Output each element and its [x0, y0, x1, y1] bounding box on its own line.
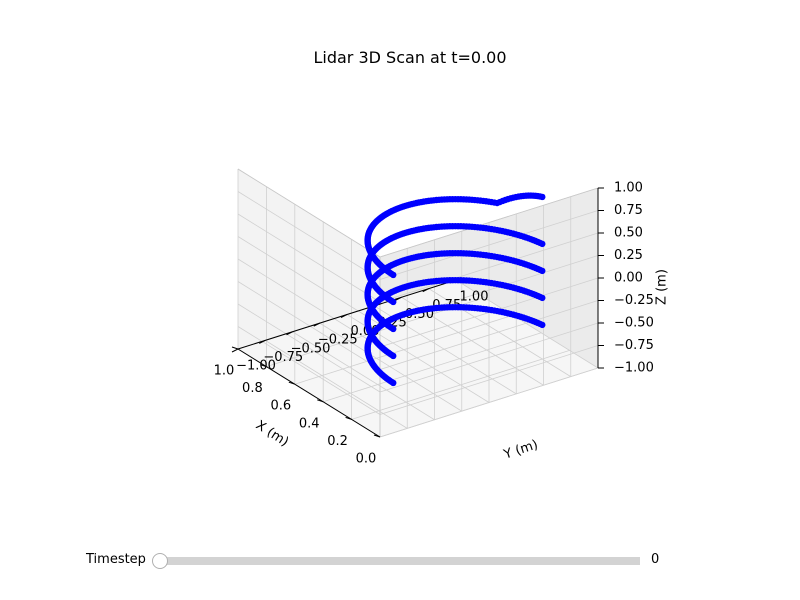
- z-tick-label: 0.25: [614, 248, 643, 263]
- timestep-slider-track[interactable]: [160, 557, 640, 565]
- x-tick-label: 0.0: [356, 452, 377, 467]
- y-tick-label: −0.25: [318, 333, 358, 348]
- y-axis-label: Y (m): [501, 437, 540, 462]
- x-tick: [317, 399, 324, 403]
- z-gridline-left-pane: [237, 213, 381, 303]
- y-tick-label: −0.75: [263, 350, 303, 365]
- scan-point: [390, 298, 397, 306]
- y-tick: [286, 331, 293, 336]
- x-tick-label: 0.4: [299, 416, 320, 431]
- y-tick: [313, 322, 320, 327]
- z-gridline-left-pane: [237, 191, 381, 280]
- y-tick: [395, 296, 402, 301]
- z-axis-label: Z (m): [655, 269, 670, 305]
- timestep-slider-handle[interactable]: [152, 553, 168, 569]
- scan-point: [390, 379, 397, 387]
- z-tick-label: 0.00: [614, 271, 643, 286]
- z-gridline-left-pane: [237, 236, 381, 325]
- x-tick-label: 0.8: [242, 381, 263, 396]
- z-gridline-back-pane: [379, 367, 599, 438]
- x-tick-label: 0.2: [327, 434, 348, 449]
- scan-point: [390, 352, 397, 360]
- z-gridline-left-pane: [237, 258, 381, 348]
- z-gridline-back-pane: [379, 322, 599, 393]
- x-tick: [288, 381, 295, 385]
- x-axis-line: [237, 348, 381, 438]
- timestep-slider-row: Timestep 0: [0, 548, 800, 574]
- z-tick-label: −0.25: [614, 293, 654, 308]
- timestep-slider-value: 0: [651, 552, 660, 567]
- x-axis-label: X (m): [253, 418, 291, 450]
- x-tick-label: 0.6: [270, 399, 291, 414]
- pane-edge: [379, 187, 599, 258]
- z-gridline-back-pane: [379, 210, 599, 280]
- z-tick-label: −0.75: [614, 338, 654, 353]
- y-tick: [422, 288, 429, 293]
- x-tick: [260, 364, 267, 368]
- x-tick-label: 1.0: [214, 364, 235, 379]
- z-gridline-back-pane: [379, 232, 599, 303]
- z-tick-label: 0.50: [614, 226, 643, 241]
- y-tick-label: 1.00: [460, 290, 489, 305]
- z-gridline-back-pane: [379, 300, 599, 370]
- x-tick: [373, 434, 381, 438]
- pane-edge: [237, 168, 381, 258]
- x-tick: [345, 416, 352, 420]
- y-tick: [259, 339, 266, 344]
- z-gridline-back-pane: [379, 345, 599, 415]
- scan-point: [390, 271, 397, 279]
- z-tick-label: −1.00: [614, 361, 654, 376]
- y-tick: [231, 348, 239, 353]
- z-gridline-left-pane: [237, 303, 381, 393]
- z-tick-label: 0.75: [614, 203, 643, 218]
- z-tick-label: −0.50: [614, 316, 654, 331]
- chart-title: Lidar 3D Scan at t=0.00: [313, 48, 507, 67]
- y-tick: [340, 314, 348, 318]
- x-tick: [231, 346, 239, 350]
- y-tick-label: −1.00: [236, 359, 276, 374]
- z-tick-label: 1.00: [614, 181, 643, 196]
- z-gridline-left-pane: [237, 281, 381, 370]
- y-tick-label: −0.50: [291, 341, 331, 356]
- timestep-slider-label: Timestep: [86, 552, 146, 567]
- scan-point: [390, 325, 397, 333]
